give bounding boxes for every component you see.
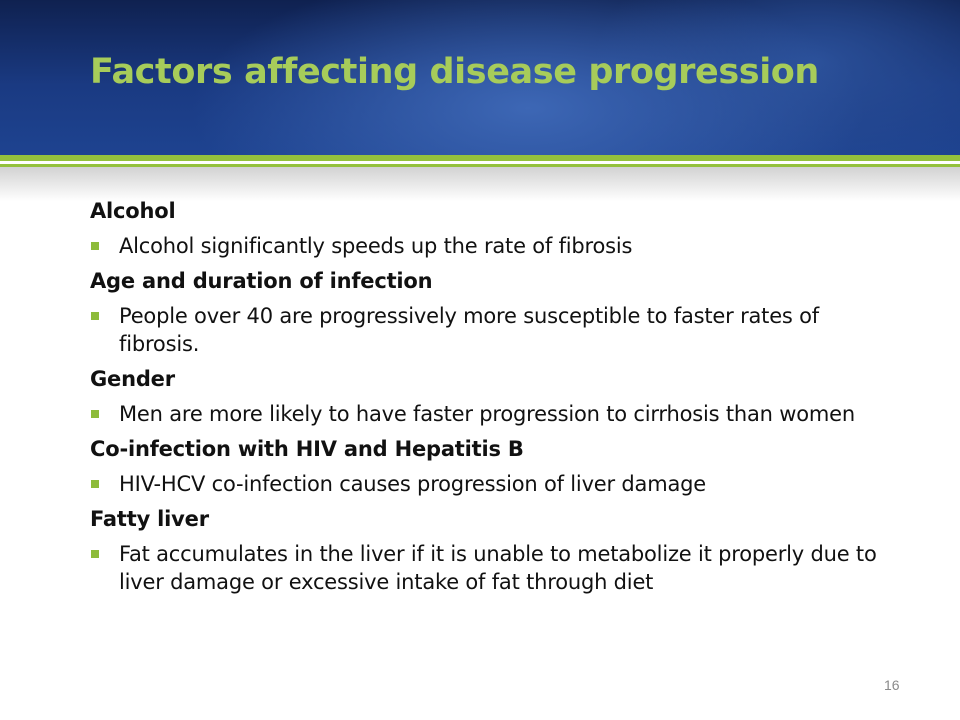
bullet-item: Men are more likely to have faster progr… (90, 400, 890, 428)
square-bullet-icon (91, 312, 99, 320)
stripe-gap (0, 161, 960, 164)
bullet-item: Fat accumulates in the liver if it is un… (90, 540, 890, 596)
section-heading-coinfection: Co-infection with HIV and Hepatitis B (90, 437, 524, 461)
slide-title: Factors affecting disease progression (90, 52, 819, 92)
bullet-item: People over 40 are progressively more su… (90, 302, 890, 358)
section-heading-age: Age and duration of infection (90, 269, 433, 293)
bullet-item: Alcohol significantly speeds up the rate… (90, 232, 890, 260)
square-bullet-icon (91, 480, 99, 488)
section-heading-fatty-liver: Fatty liver (90, 507, 209, 531)
square-bullet-icon (91, 550, 99, 558)
accent-stripe-thin (0, 164, 960, 167)
bullet-text: HIV-HCV co-infection causes progression … (119, 472, 706, 496)
square-bullet-icon (91, 242, 99, 250)
page-number: 16 (884, 677, 900, 693)
square-bullet-icon (91, 410, 99, 418)
bullet-text: Alcohol significantly speeds up the rate… (119, 234, 633, 258)
banner-shadow (0, 167, 960, 201)
bullet-item: HIV-HCV co-infection causes progression … (90, 470, 890, 498)
bullet-text: Fat accumulates in the liver if it is un… (119, 542, 877, 594)
title-banner: Factors affecting disease progression (0, 0, 960, 155)
bullet-text: Men are more likely to have faster progr… (119, 402, 855, 426)
section-heading-alcohol: Alcohol (90, 199, 176, 223)
accent-stripe (0, 155, 960, 161)
slide-body: Alcohol Alcohol significantly speeds up … (90, 197, 890, 603)
bullet-text: People over 40 are progressively more su… (119, 304, 819, 356)
section-heading-gender: Gender (90, 367, 175, 391)
